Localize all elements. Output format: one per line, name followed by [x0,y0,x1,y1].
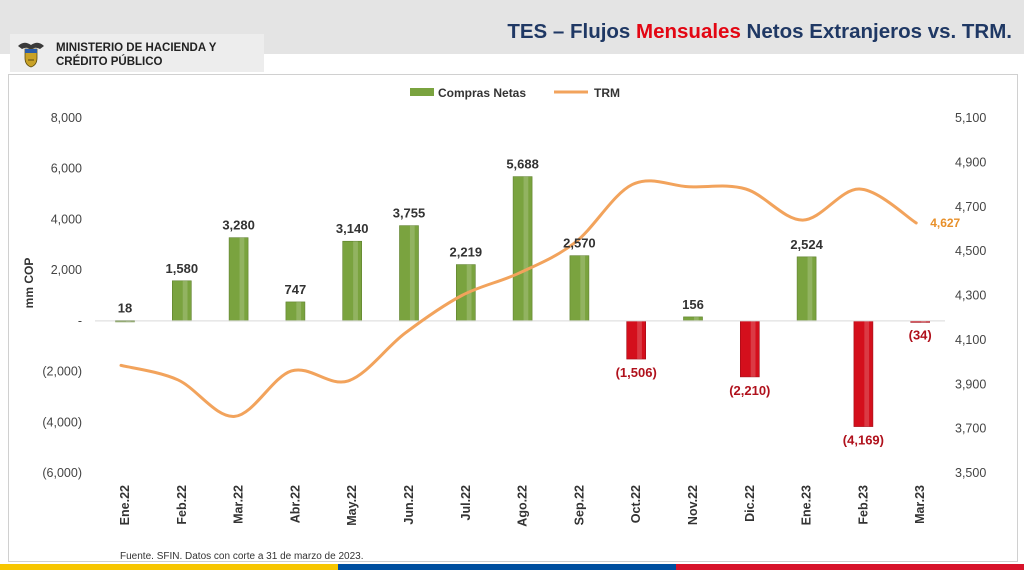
y2-tick-label: 4,900 [955,155,986,169]
slide-title: TES – Flujos Mensuales Netos Extranjeros… [507,20,1012,44]
x-tick-label: Dic.22 [743,485,757,522]
y-tick-label: (4,000) [42,415,82,429]
x-axis-labels: Ene.22 Feb.22 Mar.22 Abr.22 May.22 Jun.22 Jul.… [118,485,927,527]
x-tick-label: Ago.22 [516,485,530,527]
y2-tick-label: 4,500 [955,244,986,258]
x-tick-label: Abr.22 [288,485,302,523]
y-tick-label: (2,000) [42,365,82,379]
bar-highlight [693,316,699,321]
ministry-name: MINISTERIO DE HACIENDA Y CRÉDITO PÚBLICO [56,41,216,69]
bar-Mar.22 [228,237,249,322]
y-tick-label: 6,000 [51,162,82,176]
y2-tick-label: 3,900 [955,377,986,391]
legend-label-compras-netas: Compras Netas [438,86,526,100]
bar-highlight [409,225,415,321]
bar-highlight [353,241,358,321]
bar-highlight [921,320,926,323]
right-axis-ticks: 5,100 4,900 4,700 4,500 4,300 4,100 3,900 3,700… [955,111,986,480]
y2-tick-label: 4,300 [955,289,986,303]
bar-highlight [296,301,302,321]
chart-legend: Compras Netas TRM [410,86,620,100]
trm-end-label: 4,627 [930,216,960,230]
bar-label-May.22: 3,140 [336,221,369,236]
bar-Ago.22 [512,176,533,322]
trm-line [119,179,918,418]
bar-label-Feb.22: 1,580 [166,261,199,276]
x-tick-label: May.22 [345,485,359,526]
bar-May.22 [342,240,363,322]
bar-label-Oct.22: (1,506) [616,365,657,380]
bar-label-Jul.22: 2,219 [450,245,483,260]
bar-label-Mar.22: 3,280 [222,218,255,233]
y2-tick-label: 3,700 [955,422,986,436]
x-tick-label: Jun.22 [402,485,416,525]
bar-Ene.23 [796,256,817,322]
ministry-logo-block: MINISTERIO DE HACIENDA Y CRÉDITO PÚBLICO [10,34,264,72]
bar-highlight [182,280,188,321]
x-tick-label: Sep.22 [572,485,586,525]
y-tick-label: (6,000) [42,466,82,480]
title-part-2: Netos Extranjeros vs. TRM. [740,20,1012,43]
y2-tick-label: 5,100 [955,111,986,125]
flag-color-bar [0,564,1024,570]
x-tick-label: Ene.23 [800,485,814,525]
bar-highlight [580,255,586,321]
left-axis-ticks: 8,000 6,000 4,000 2,000 - (2,000) (4,000) (6,00… [42,111,82,480]
bar-Oct.22 [626,320,647,360]
bars-group [115,176,931,427]
bar-label-Ago.22: 5,688 [506,157,539,172]
bar-label-Nov.22: 156 [682,297,704,312]
title-part-1: TES – Flujos [507,20,637,43]
x-tick-label: Oct.22 [629,485,643,523]
coat-of-arms-icon [18,42,44,68]
bar-Feb.22 [172,280,192,322]
y-tick-label: 8,000 [51,111,82,125]
bar-label-Feb.23: (4,169) [843,433,884,448]
y-tick-label: - [78,314,82,328]
legend-label-trm: TRM [594,86,620,100]
header-divider [0,54,1024,64]
bar-Dic.22 [739,320,760,378]
y2-tick-label: 4,700 [955,200,986,214]
bar-highlight [864,320,870,427]
bar-label-Dic.22: (2,210) [729,383,770,398]
bar-value-labels: 18 1,580 3,280 747 3,140 3,755 2,219 5,688 2,570… [118,157,932,448]
x-tick-label: Feb.23 [856,485,870,525]
bar-Jun.22 [399,225,419,322]
y-tick-label: 2,000 [51,263,82,277]
x-tick-label: Nov.22 [686,485,700,525]
bar-label-Abr.22: 747 [285,282,307,297]
x-tick-label: Mar.22 [232,485,246,524]
legend-swatch-compras-netas [410,88,434,96]
x-tick-label: Jul.22 [459,485,473,520]
bar-highlight [523,176,529,321]
bar-highlight [807,256,813,321]
bar-highlight [239,237,245,321]
bar-Abr.22 [285,301,306,322]
y2-tick-label: 4,100 [955,333,986,347]
bar-label-Jun.22: 3,755 [393,206,426,221]
bar-Nov.22 [683,316,703,322]
x-tick-label: Mar.23 [913,485,927,524]
y2-tick-label: 3,500 [955,466,986,480]
bar-highlight [750,320,756,377]
source-note: Fuente. SFIN. Datos con corte a 31 de ma… [120,551,364,562]
y-axis-title: mm COP [22,258,36,309]
y-tick-label: 4,000 [51,212,82,226]
ministry-name-line1: MINISTERIO DE HACIENDA Y [56,42,217,54]
bar-Feb.23 [853,320,874,427]
bar-Sep.22 [569,255,590,322]
x-tick-label: Feb.22 [175,485,189,525]
x-tick-label: Ene.22 [118,485,132,525]
bar-label-Ene.22: 18 [118,300,132,315]
ministry-name-line2: CRÉDITO PÚBLICO [56,56,163,68]
bar-label-Mar.23: (34) [909,328,932,343]
bar-label-Ene.23: 2,524 [790,237,823,252]
bar-highlight [637,320,642,360]
title-highlight: Mensuales [636,20,741,43]
bar-label-Sep.22: 2,570 [563,236,596,251]
